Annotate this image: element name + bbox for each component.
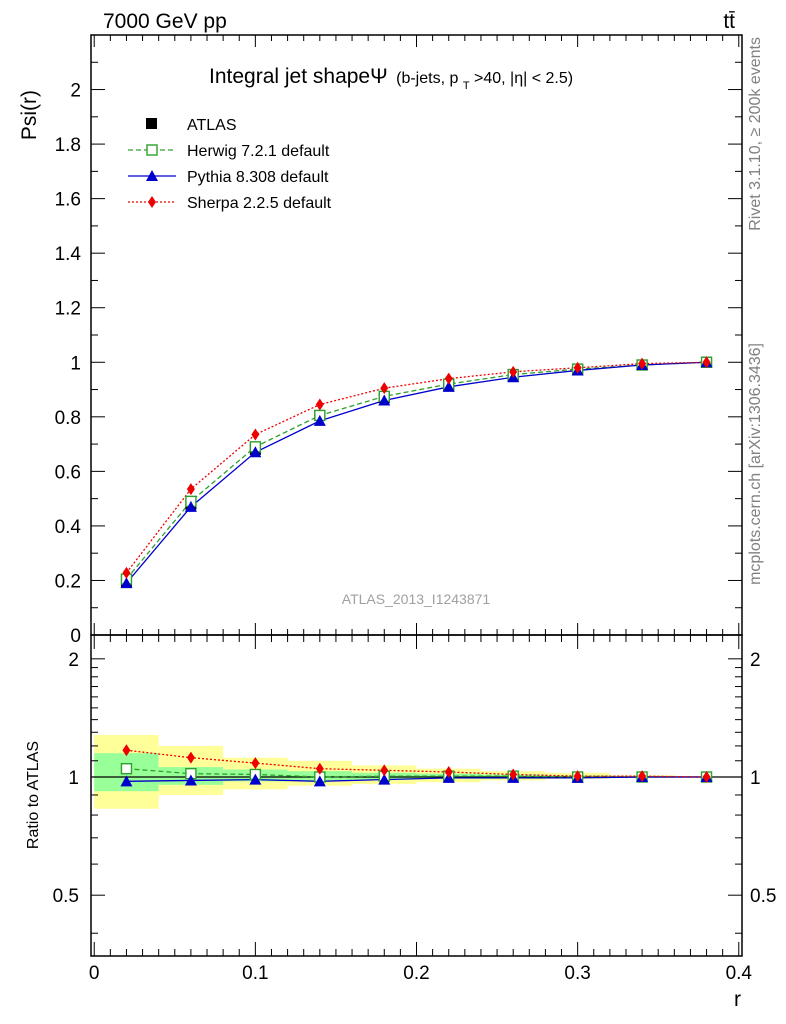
ratio-xtick-label: 0.1: [242, 963, 268, 984]
mcplots-label: mcplots.cern.ch [arXiv:1306.3436]: [747, 343, 764, 585]
main-ytick-label: 1.8: [55, 135, 81, 156]
plot-title: Integral jet shapeΨ (b-jets, p T >40, |η…: [209, 65, 573, 93]
main-point-pythia: [442, 380, 455, 392]
legend-label-sherpa: Sherpa 2.2.5 default: [187, 195, 332, 212]
ratio-point-pythia: [184, 774, 197, 786]
main-point-sherpa: [315, 398, 324, 411]
ratio-point-herwig: [120, 762, 133, 775]
main-ytick-label: 0.2: [55, 571, 81, 592]
main-point-pythia: [120, 577, 133, 589]
main-point-sherpa: [186, 483, 195, 496]
main-ytick-label: 0.8: [55, 408, 81, 429]
main-point-sherpa: [638, 357, 647, 370]
plot-title-sub-a: (b-jets, p: [396, 70, 458, 87]
ratio-xtick-label: 0.3: [564, 963, 590, 984]
main-point-sherpa: [573, 361, 582, 374]
main-ytick-label: 0.4: [55, 517, 82, 538]
main-ytick-label: 0: [70, 626, 81, 647]
ratio-ytick-label-right: 1: [750, 768, 761, 789]
ratio-xtick-label: 0.4: [726, 963, 753, 984]
main-point-sherpa: [380, 382, 389, 395]
main-point-sherpa: [444, 372, 453, 385]
ratio-line-sherpa: [126, 749, 707, 778]
ratio-frame: [90, 634, 743, 957]
ratio-point-sherpa: [186, 751, 195, 764]
ratio-point-sherpa: [573, 770, 582, 783]
ratio-point-pythia: [313, 775, 326, 787]
main-point-pythia: [378, 394, 391, 406]
ratio-panel: 0.5 0.5 1 1 2 2 0 0.1 0.2 0.3 0.4 Ratio to ATLAS r: [25, 634, 776, 1011]
main-ytick-label: 1.6: [55, 190, 81, 211]
ratio-ytick-label: 0.5: [53, 886, 79, 907]
analysis-watermark: ATLAS_2013_I1243871: [342, 591, 491, 607]
main-ylabel: Psi(r): [18, 90, 41, 140]
main-line-herwig: [125, 361, 707, 580]
plot-title-sub-c: >40, |η| < 2.5): [474, 70, 573, 87]
legend-marker-sherpa: [148, 196, 156, 208]
main-point-sherpa: [251, 428, 260, 441]
ratio-point-sherpa: [122, 744, 131, 757]
main-ytick-label: 1: [70, 353, 81, 374]
legend-label-atlas: ATLAS: [187, 117, 237, 134]
legend-marker-pythia: [146, 170, 158, 181]
rivet-label: Rivet 3.1.10, ≥ 200k events: [747, 37, 764, 231]
legend-marker-herwig: [146, 144, 158, 156]
legend-marker-atlas: [146, 118, 157, 129]
ratio-xlabel: r: [734, 988, 741, 1011]
ratio-point-sherpa: [638, 770, 647, 783]
main-point-pythia: [184, 500, 197, 512]
main-point-pythia: [313, 414, 326, 426]
main-line-pythia: [125, 361, 707, 584]
main-ytick-label: 1.2: [55, 299, 81, 320]
main-point-sherpa: [509, 365, 518, 378]
main-point-sherpa: [702, 356, 711, 369]
ratio-point-sherpa: [509, 768, 518, 781]
ratio-point-sherpa: [380, 764, 389, 777]
ratio-point-sherpa: [315, 762, 324, 775]
main-ytick-label: 0.6: [55, 462, 81, 483]
ratio-ytick-label-right: 2: [750, 650, 761, 671]
ratio-point-sherpa: [251, 757, 260, 770]
main-panel: 0 0.2 0.4 0.6 0.8 1 1.2 1.4 1.6 1.8 2 Psi(r) Integ…: [18, 34, 743, 647]
main-point-pythia: [249, 446, 262, 458]
ratio-point-sherpa: [444, 765, 453, 778]
main-ytick-label: 2: [70, 81, 81, 102]
process-label: tt̄: [723, 10, 735, 33]
plot-title-sub-b: T: [463, 80, 470, 92]
main-ytick-label: 1.4: [55, 244, 82, 265]
ratio-point-pythia: [120, 775, 133, 787]
ratio-ytick-label-right: 0.5: [750, 886, 776, 907]
ratio-point-sherpa: [702, 771, 711, 784]
legend-label-pythia: Pythia 8.308 default: [187, 169, 329, 186]
ratio-xtick-label: 0: [89, 963, 100, 984]
ratio-point-pythia: [378, 773, 391, 785]
legend-label-herwig: Herwig 7.2.1 default: [187, 143, 330, 160]
ratio-point-pythia: [249, 773, 262, 785]
ratio-xtick-label: 0.2: [403, 963, 429, 984]
plot-title-main: Integral jet shapeΨ: [209, 65, 388, 88]
main-point-sherpa: [122, 566, 131, 579]
ratio-ytick-label: 1: [68, 768, 79, 789]
ratio-ylabel: Ratio to ATLAS: [25, 741, 42, 849]
main-line-sherpa: [125, 361, 707, 574]
ratio-ytick-label: 2: [68, 650, 79, 671]
ratio-line-pythia: [126, 776, 707, 782]
legend: ATLAS Herwig 7.2.1 default Pythia 8.308 …: [128, 117, 332, 212]
energy-label: 7000 GeV pp: [103, 10, 227, 33]
